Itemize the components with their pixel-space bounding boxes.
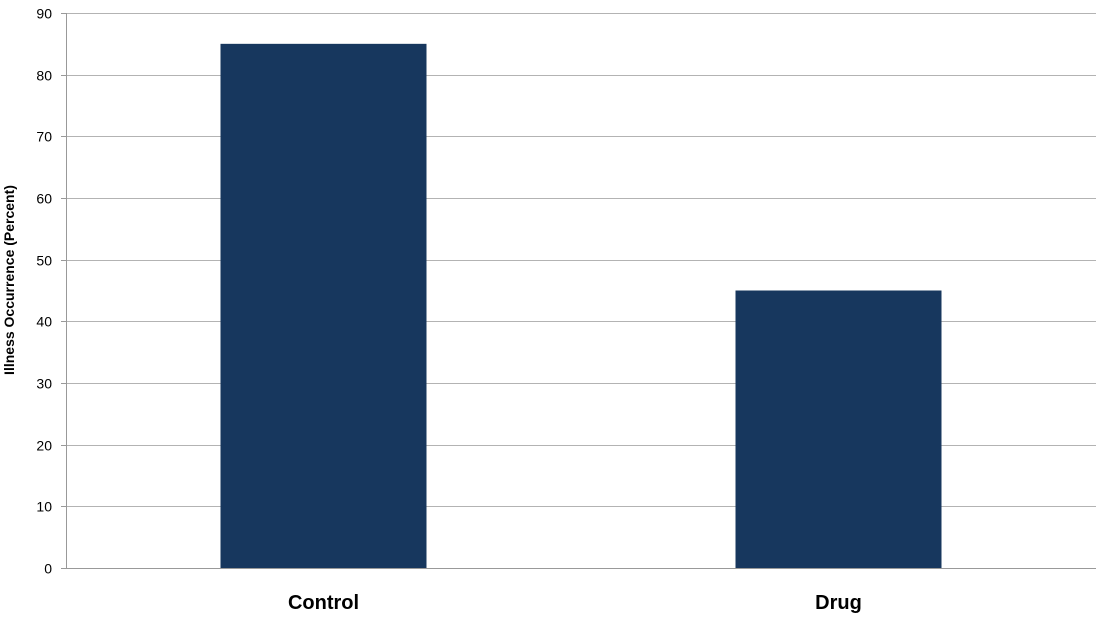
- y-tick-label: 90: [36, 6, 52, 22]
- x-category-label: Drug: [815, 592, 862, 614]
- labels: 0 10 20 30 40 50 60 70 80 90 Control Drug: [36, 6, 861, 615]
- y-tick-label: 80: [36, 68, 52, 84]
- y-tick-label: 40: [36, 314, 52, 330]
- axes: [61, 13, 1096, 569]
- y-tick-label: 70: [36, 129, 52, 145]
- y-axis-title: Illness Occurrence (Percent): [1, 185, 17, 375]
- bar-control: [220, 43, 427, 569]
- y-tick-label: 50: [36, 253, 52, 269]
- y-tick-label: 20: [36, 438, 52, 454]
- y-tick-label: 30: [36, 376, 52, 392]
- y-tick-label: 0: [44, 561, 52, 577]
- bar-drug: [735, 290, 942, 568]
- y-tick-label: 10: [36, 499, 52, 515]
- y-tick-label: 60: [36, 191, 52, 207]
- x-category-label: Control: [288, 592, 359, 614]
- bars: [220, 43, 942, 569]
